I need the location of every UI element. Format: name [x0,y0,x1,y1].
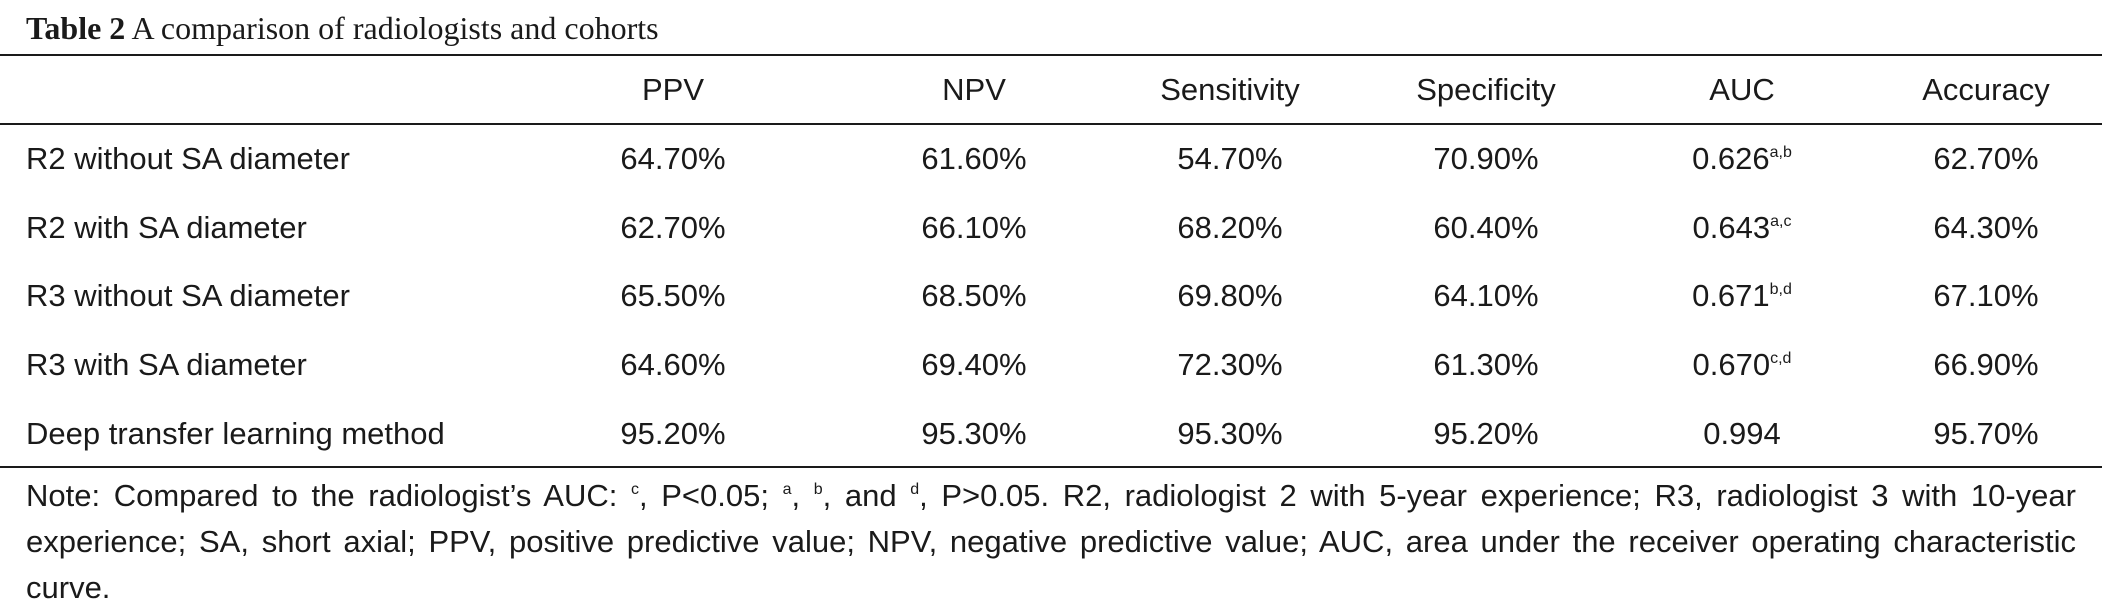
npv-cell: 69.40% [921,347,1027,383]
specificity-cell: 61.30% [1433,347,1539,383]
auc-footnote-marker: c,d [1770,350,1792,368]
header-row: PPV NPV Sensitivity Specificity AUC Accu… [0,56,2102,123]
specificity-cell: 95.20% [1433,415,1539,451]
ppv-cell: 62.70% [620,209,726,245]
note-text: , P<0.05; [639,478,783,513]
auc-footnote-marker: a,c [1770,212,1792,230]
table-title: A comparison of radiologists and cohorts [131,10,659,46]
ppv-cell: 64.60% [620,347,726,383]
header-cell-specificity: Specificity [1416,71,1556,107]
specificity-cell: 64.10% [1433,278,1539,314]
specificity-cell: 70.90% [1433,141,1539,177]
header-cell-blank [0,56,500,123]
row-label: R3 with SA diameter [26,347,307,383]
table-row: R3 without SA diameter 65.50% 68.50% 69.… [0,262,2102,331]
accuracy-cell: 62.70% [1933,141,2039,177]
top-rule [0,54,2102,56]
table-row: Deep transfer learning method 95.20% 95.… [0,399,2102,468]
note-text: , [791,478,814,513]
npv-cell: 66.10% [921,209,1027,245]
ppv-cell: 65.50% [620,278,726,314]
sensitivity-cell: 69.80% [1177,278,1283,314]
npv-cell: 95.30% [921,415,1027,451]
note-footnote-marker: a [782,481,792,498]
sensitivity-cell: 72.30% [1177,347,1283,383]
note-footnote-marker: c [631,481,639,498]
row-label: Deep transfer learning method [26,415,445,451]
note-text: Note: Compared to the radiologist’s AUC: [26,478,631,513]
ppv-cell: 64.70% [620,141,726,177]
header-cell-sensitivity: Sensitivity [1160,71,1300,107]
table-row: R2 with SA diameter 62.70% 66.10% 68.20%… [0,194,2102,263]
header-cell-accuracy: Accuracy [1922,71,2050,107]
sensitivity-cell: 68.20% [1177,209,1283,245]
auc-value: 0.671 [1692,278,1770,314]
sensitivity-cell: 95.30% [1177,415,1283,451]
accuracy-cell: 95.70% [1933,415,2039,451]
comparison-table: PPV NPV Sensitivity Specificity AUC Accu… [0,56,2102,468]
table-row: R3 with SA diameter 64.60% 69.40% 72.30%… [0,331,2102,400]
auc-footnote-marker: a,b [1769,144,1792,162]
row-label: R3 without SA diameter [26,278,350,314]
table-note: Note: Compared to the radiologist’s AUC:… [26,473,2076,611]
note-footnote-marker: d [910,481,920,498]
bottom-rule [0,466,2102,468]
accuracy-cell: 64.30% [1933,209,2039,245]
header-cell-npv: NPV [942,71,1006,107]
note-footnote-marker: b [813,481,823,498]
auc-value: 0.643 [1692,209,1771,245]
row-label: R2 without SA diameter [26,141,350,177]
npv-cell: 68.50% [921,278,1027,314]
accuracy-cell: 67.10% [1933,278,2039,314]
header-cell-ppv: PPV [641,71,705,107]
specificity-cell: 60.40% [1433,209,1539,245]
auc-value: 0.670 [1692,347,1771,383]
row-label: R2 with SA diameter [26,209,307,245]
header-cell-auc: AUC [1709,71,1775,107]
npv-cell: 61.60% [921,141,1027,177]
auc-cell: 0.626a,b [1614,123,1870,194]
auc-cell: 0.671b,d [1614,262,1870,331]
auc-footnote-marker: b,d [1769,281,1792,299]
accuracy-cell: 66.90% [1933,347,2039,383]
auc-value: 0.626 [1692,141,1770,177]
header-rule [0,123,2102,125]
auc-cell: 0.994 [1614,399,1870,468]
auc-value: 0.994 [1703,415,1781,451]
note-text: , P>0.05. R2, radiologist 2 with 5-year … [26,478,2076,605]
table-row: R2 without SA diameter 64.70% 61.60% 54.… [0,123,2102,194]
table-caption: Table 2 A comparison of radiologists and… [26,6,659,50]
auc-cell: 0.670c,d [1614,331,1870,400]
sensitivity-cell: 54.70% [1177,141,1283,177]
note-text: , and [822,478,911,513]
ppv-cell: 95.20% [620,415,726,451]
auc-cell: 0.643a,c [1614,194,1870,263]
table-number: Table 2 [26,10,126,46]
